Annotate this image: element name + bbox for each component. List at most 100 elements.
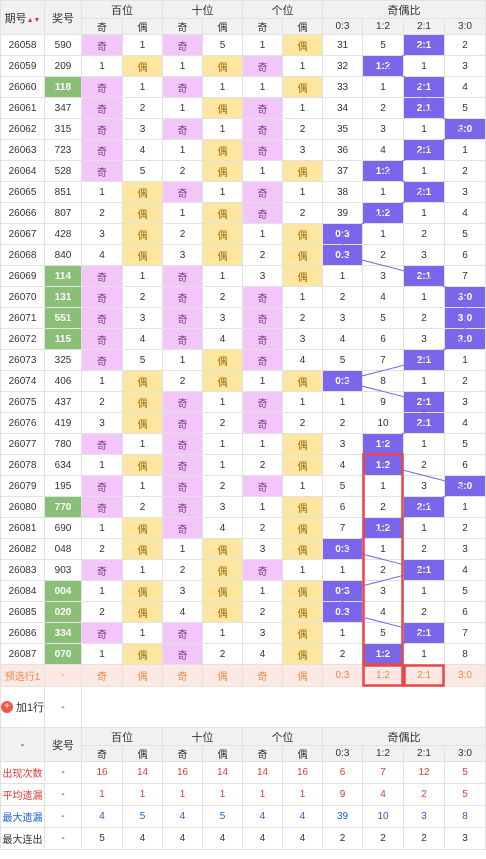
digit-cell: 1 bbox=[242, 370, 283, 392]
ratio-cell: 9 bbox=[362, 391, 404, 413]
stats-value: 10 bbox=[362, 805, 404, 828]
digit-cell: 奇 bbox=[242, 97, 283, 119]
period-cell: 26070 bbox=[0, 286, 45, 308]
stats-row: 最大遗漏 -4 5 4 5 4 4 39 10 3 8 bbox=[0, 805, 486, 828]
ratio-cell: 5 bbox=[444, 223, 486, 245]
digit-cell: 1 bbox=[242, 76, 283, 98]
table-row: 26069 114 奇 1 奇 1 3 偶 1 3 2:1 7 bbox=[0, 265, 486, 287]
add-row-button[interactable]: + 加1行 bbox=[0, 686, 45, 728]
table-row: 26070 131 奇 2 奇 2 奇 1 2 4 1 3:0 bbox=[0, 286, 486, 308]
digit-cell: 1 bbox=[162, 538, 203, 560]
digit-cell: 奇 bbox=[242, 412, 283, 434]
digit-cell: 奇 bbox=[81, 265, 123, 287]
subheader-cell: 2:1 bbox=[403, 18, 445, 35]
period-cell: 26074 bbox=[0, 370, 45, 392]
ratio-cell: 7 bbox=[444, 622, 486, 644]
predict-row[interactable]: 预选行1- 奇偶奇偶奇偶 0:3 1:2 2:1 3:0 bbox=[0, 664, 486, 687]
digit-cell: 1 bbox=[162, 139, 203, 161]
digit-cell: 1 bbox=[81, 643, 123, 665]
predict-cell[interactable]: 2:1 bbox=[403, 664, 445, 687]
predict-cell[interactable]: 3:0 bbox=[444, 664, 486, 687]
digit-cell: 1 bbox=[81, 580, 123, 602]
table-row: 26086 334 奇 1 奇 1 3 偶 1 5 2:1 7 bbox=[0, 622, 486, 644]
digit-cell: 偶 bbox=[282, 454, 323, 476]
ratio-cell: 4 bbox=[444, 76, 486, 98]
stats-dash: - bbox=[44, 761, 82, 784]
stats-value: 14 bbox=[122, 761, 163, 784]
digit-cell: 1 bbox=[81, 181, 123, 203]
digit-cell: 偶 bbox=[202, 601, 243, 623]
digit-cell: 奇 bbox=[162, 475, 203, 497]
table-row: 26077 780 奇 1 奇 1 1 偶 3 1:2 1 5 bbox=[0, 433, 486, 455]
stats-value: 6 bbox=[322, 761, 363, 784]
ratio-cell: 1 bbox=[403, 118, 445, 140]
digit-cell: 偶 bbox=[282, 160, 323, 182]
stats-value: 1 bbox=[122, 783, 163, 806]
ratio-cell: 3 bbox=[403, 244, 445, 266]
ratio-cell: 5 bbox=[444, 580, 486, 602]
subheader-cell: 奇 bbox=[162, 745, 203, 762]
digit-cell: 奇 bbox=[81, 139, 123, 161]
table-row: 26078 634 1 偶奇 1 2 偶 4 1:2 2 6 bbox=[0, 454, 486, 476]
table-row: 26068 840 4 偶 3 偶 2 偶 0:3 2 3 6 bbox=[0, 244, 486, 266]
stats-value: 1 bbox=[202, 783, 243, 806]
period-cell: 26080 bbox=[0, 496, 45, 518]
digit-cell: 3 bbox=[162, 244, 203, 266]
ratio-cell: 3 bbox=[444, 55, 486, 77]
subheader-cell: 奇 bbox=[162, 18, 203, 35]
digit-cell: 偶 bbox=[122, 391, 163, 413]
ratio-cell: 1 bbox=[403, 55, 445, 77]
subheader-cell: 1:2 bbox=[362, 18, 404, 35]
predict-cell[interactable]: 奇 bbox=[162, 664, 203, 687]
digit-cell: 奇 bbox=[162, 622, 203, 644]
stats-label: 出现次数 bbox=[0, 761, 45, 784]
subheader-cell: 3:0 bbox=[444, 18, 486, 35]
digit-cell: 1 bbox=[202, 622, 243, 644]
digit-cell: 偶 bbox=[202, 139, 243, 161]
period-cell: 26087 bbox=[0, 643, 45, 665]
digit-cell: 偶 bbox=[202, 223, 243, 245]
period-cell: 26060 bbox=[0, 76, 45, 98]
predict-cell[interactable]: 奇 bbox=[81, 664, 123, 687]
subheader-cell: 0:3 bbox=[322, 745, 363, 762]
predict-cell[interactable]: 奇 bbox=[242, 664, 283, 687]
ratio-cell: 2:1 bbox=[403, 391, 445, 413]
subheader-cell: 偶 bbox=[282, 18, 323, 35]
predict-cell[interactable]: 偶 bbox=[282, 664, 323, 687]
ratio-cell: 6 bbox=[444, 244, 486, 266]
ratio-cell: 38 bbox=[322, 181, 363, 203]
digit-cell: 2 bbox=[282, 307, 323, 329]
prize-number-cell: 690 bbox=[44, 517, 82, 539]
ratio-cell: 2:1 bbox=[403, 412, 445, 434]
prize-number-cell: 406 bbox=[44, 370, 82, 392]
stats-value: 5 bbox=[444, 761, 486, 784]
stats-dash: - bbox=[44, 805, 82, 828]
stats-label: 最大连出 bbox=[0, 827, 45, 850]
predict-cell[interactable]: 0:3 bbox=[322, 664, 363, 687]
period-header[interactable]: 期号▲▼ bbox=[0, 0, 45, 35]
stats-value: 2 bbox=[322, 827, 363, 850]
ratio-cell: 4 bbox=[362, 139, 404, 161]
digit-cell: 3 bbox=[81, 412, 123, 434]
table-row: 26071 551 奇 3 奇 3 奇 2 3 5 2 3:0 bbox=[0, 307, 486, 329]
ratio-cell: 2 bbox=[362, 97, 404, 119]
digit-cell: 3 bbox=[122, 307, 163, 329]
predict-cell[interactable]: 偶 bbox=[122, 664, 163, 687]
ratio-cell: 4 bbox=[322, 454, 363, 476]
sort-icon[interactable]: ▲▼ bbox=[26, 16, 41, 24]
stats-value: 4 bbox=[282, 805, 323, 828]
stats-dash: - bbox=[0, 727, 45, 762]
ratio-cell: 1 bbox=[322, 265, 363, 287]
plus-icon[interactable]: + bbox=[1, 701, 13, 713]
ratio-cell: 1 bbox=[403, 433, 445, 455]
prize-number-cell: 048 bbox=[44, 538, 82, 560]
predict-cell[interactable]: 1:2 bbox=[362, 664, 404, 687]
digit-cell: 奇 bbox=[162, 265, 203, 287]
digit-cell: 奇 bbox=[162, 34, 203, 56]
ratio-cell: 5 bbox=[362, 307, 404, 329]
digit-cell: 1 bbox=[202, 76, 243, 98]
ratio-cell: 31 bbox=[322, 34, 363, 56]
digit-cell: 1 bbox=[162, 55, 203, 77]
add-row-dash: - bbox=[44, 686, 82, 728]
predict-cell[interactable]: 偶 bbox=[202, 664, 243, 687]
